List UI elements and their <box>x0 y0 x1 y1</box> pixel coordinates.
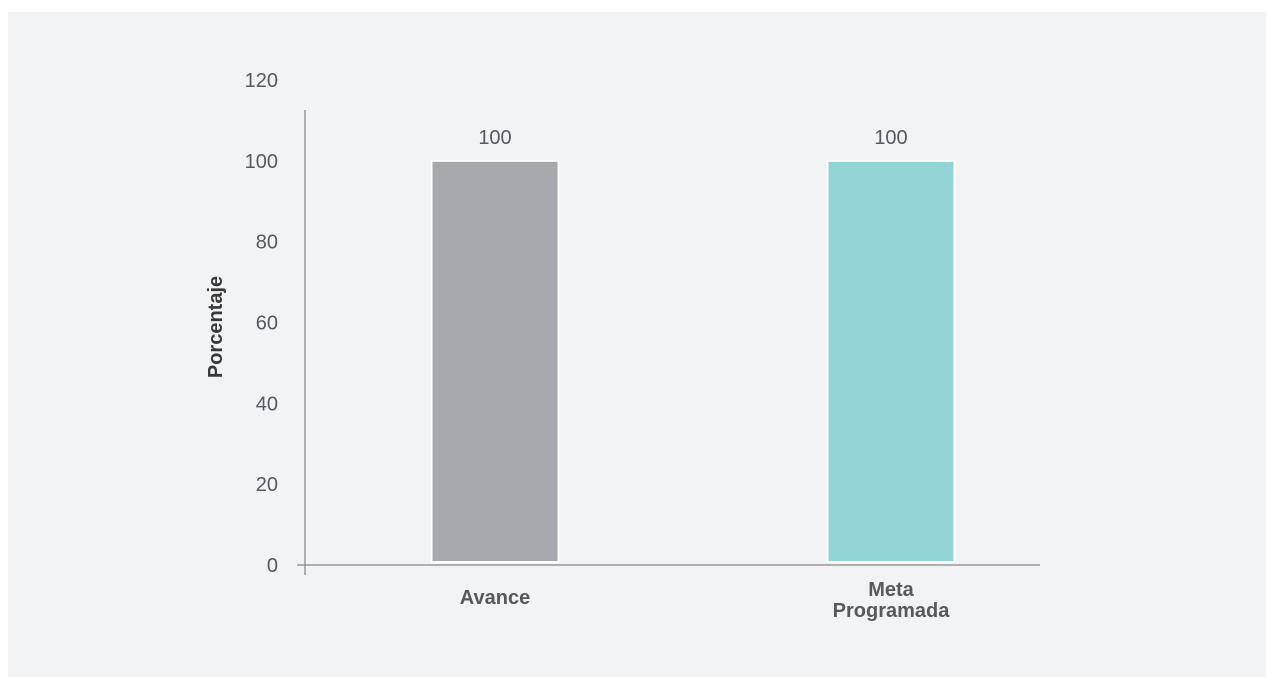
y-tick-label: 0 <box>267 555 278 577</box>
bars: 100 100 <box>430 127 956 563</box>
y-tick-label: 20 <box>256 474 278 496</box>
y-tick-label: 80 <box>256 232 278 254</box>
category-label: Avance <box>460 587 530 609</box>
category-label: Programada <box>833 600 951 622</box>
y-tick-label: 60 <box>256 313 278 335</box>
y-axis-title: Porcentaje <box>205 276 227 378</box>
y-axis-ticks: 0 20 40 60 80 100 120 <box>245 70 278 577</box>
data-label: 100 <box>478 127 511 149</box>
y-tick-label: 40 <box>256 393 278 415</box>
y-tick-label: 120 <box>245 70 278 92</box>
y-tick-label: 100 <box>245 151 278 173</box>
bar-2 <box>826 159 956 563</box>
data-label: 100 <box>874 127 907 149</box>
chart-panel <box>8 12 1266 677</box>
category-label: Meta <box>868 579 914 601</box>
bar-1 <box>430 159 560 563</box>
